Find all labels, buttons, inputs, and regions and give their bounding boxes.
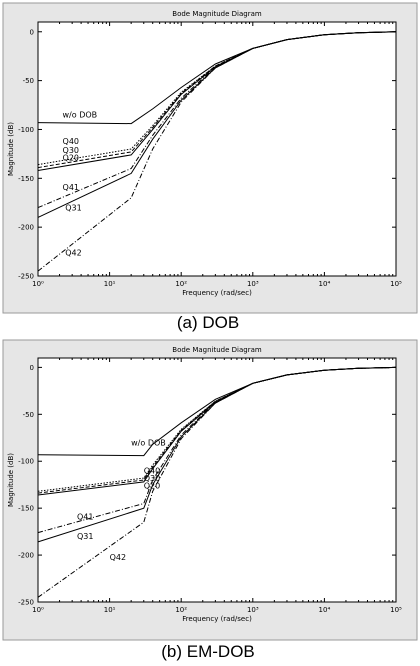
figure-caption: (b) EM-DOB (161, 642, 255, 661)
series-line-q42 (37, 31, 397, 272)
series-label: Q30 (63, 146, 79, 155)
x-axis-label: Frequency (rad/sec) (182, 615, 252, 623)
series-label: Q40 (144, 466, 160, 475)
series-label: Q42 (110, 553, 126, 562)
x-tick-label: 10³ (247, 606, 259, 614)
series-label: w/o DOB (63, 111, 98, 120)
y-tick-label: 0 (30, 28, 34, 36)
x-axis-label: Frequency (rad/sec) (182, 289, 252, 297)
y-tick-label: -150 (18, 505, 34, 513)
series-label: Q42 (65, 248, 81, 257)
bode-chart-dob: Bode Magnitude Diagram Magnitude (dB) Freq… (2, 2, 418, 332)
y-tick-label: -50 (23, 77, 34, 85)
x-tick-label: 10¹ (104, 280, 116, 288)
chart-title: Bode Magnitude Diagram (172, 10, 262, 18)
x-tick-label: 10² (175, 606, 187, 614)
x-tick-label: 10⁰ (32, 606, 44, 614)
y-axis-label: Magnitude (dB) (7, 122, 15, 176)
figure-caption: (a) DOB (177, 313, 239, 332)
series-line-q42 (37, 366, 397, 598)
series-line-q40 (37, 366, 397, 492)
y-tick-label: -50 (23, 411, 34, 419)
series-label: Q31 (77, 532, 93, 541)
axes-frame (37, 21, 397, 277)
series-label: w/o DOB (131, 438, 166, 447)
y-tick-label: -250 (18, 599, 34, 607)
y-tick-label: -100 (18, 126, 34, 134)
bode-chart-em-dob: Bode Magnitude Diagram Magnitude (dB) Freq… (2, 339, 418, 661)
series-label: Q30 (144, 474, 160, 483)
y-axis-label: Magnitude (dB) (7, 453, 15, 507)
y-tick-label: -150 (18, 175, 34, 183)
series-label: Q41 (77, 512, 93, 521)
y-tick-label: 0 (30, 364, 34, 372)
y-tick-label: -200 (18, 224, 34, 232)
x-tick-label: 10⁵ (390, 280, 402, 288)
series-label: Q41 (63, 183, 79, 192)
axes-frame (37, 357, 397, 603)
x-tick-label: 10⁵ (390, 606, 402, 614)
x-tick-label: 10² (175, 280, 187, 288)
x-tick-label: 10¹ (104, 606, 116, 614)
x-tick-label: 10⁴ (319, 280, 331, 288)
y-tick-label: -100 (18, 458, 34, 466)
x-tick-label: 10⁰ (32, 280, 44, 288)
y-tick-label: -200 (18, 552, 34, 560)
series-label: Q31 (65, 204, 81, 213)
x-tick-label: 10³ (247, 280, 259, 288)
x-tick-label: 10⁴ (319, 606, 331, 614)
y-tick-label: -250 (18, 273, 34, 281)
series-label: Q20 (63, 154, 79, 163)
chart-title: Bode Magnitude Diagram (172, 346, 262, 354)
series-label: Q40 (63, 137, 79, 146)
